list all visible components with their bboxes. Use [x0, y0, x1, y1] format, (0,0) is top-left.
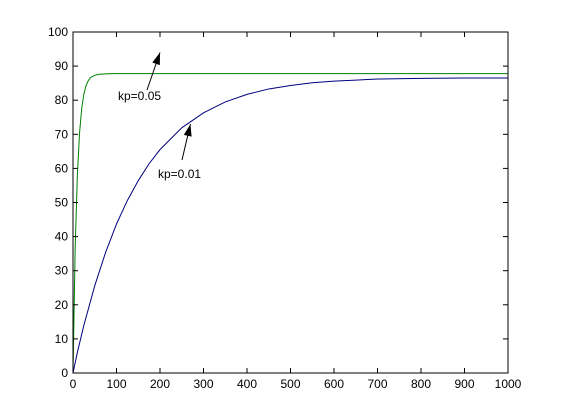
y-tick-label: 40 [55, 230, 69, 244]
y-tick-label: 20 [55, 298, 69, 312]
x-tick-label: 200 [150, 377, 170, 391]
y-tick-label: 50 [55, 196, 69, 210]
y-tick-label: 10 [55, 332, 69, 346]
y-tick-label: 100 [48, 25, 68, 39]
series-line-2 [72, 77, 508, 374]
series-line-1 [72, 73, 508, 374]
plot-area [73, 32, 508, 373]
x-tick-label: 800 [411, 377, 431, 391]
y-tick-label: 60 [55, 161, 69, 175]
y-tick-label: 80 [55, 93, 69, 107]
x-tick-label: 100 [106, 377, 126, 391]
annotation-label: kp=0.01 [158, 167, 201, 181]
y-tick-label: 90 [55, 59, 69, 73]
x-tick-label: 700 [367, 377, 387, 391]
x-tick-label: 1000 [495, 377, 522, 391]
tick-layer: 0 100 200 300 400 500 600 700 800 900 1000 0 10 20 30 4… [48, 25, 522, 391]
annotation-arrowhead [152, 52, 160, 66]
x-tick-label: 500 [280, 377, 300, 391]
x-tick-label: 900 [454, 377, 474, 391]
annotation-arrowhead [183, 124, 192, 137]
y-tick-label: 70 [55, 127, 69, 141]
y-tick-label: 30 [55, 264, 69, 278]
x-tick-label: 400 [237, 377, 257, 391]
series-layer [72, 73, 508, 374]
x-tick-label: 0 [70, 377, 77, 391]
annotation-label: kp=0.05 [118, 89, 161, 103]
x-tick-label: 300 [193, 377, 213, 391]
annotation-layer: kp=0.05 kp=0.01 [118, 52, 201, 181]
x-tick-label: 600 [324, 377, 344, 391]
y-tick-label: 0 [61, 366, 68, 380]
